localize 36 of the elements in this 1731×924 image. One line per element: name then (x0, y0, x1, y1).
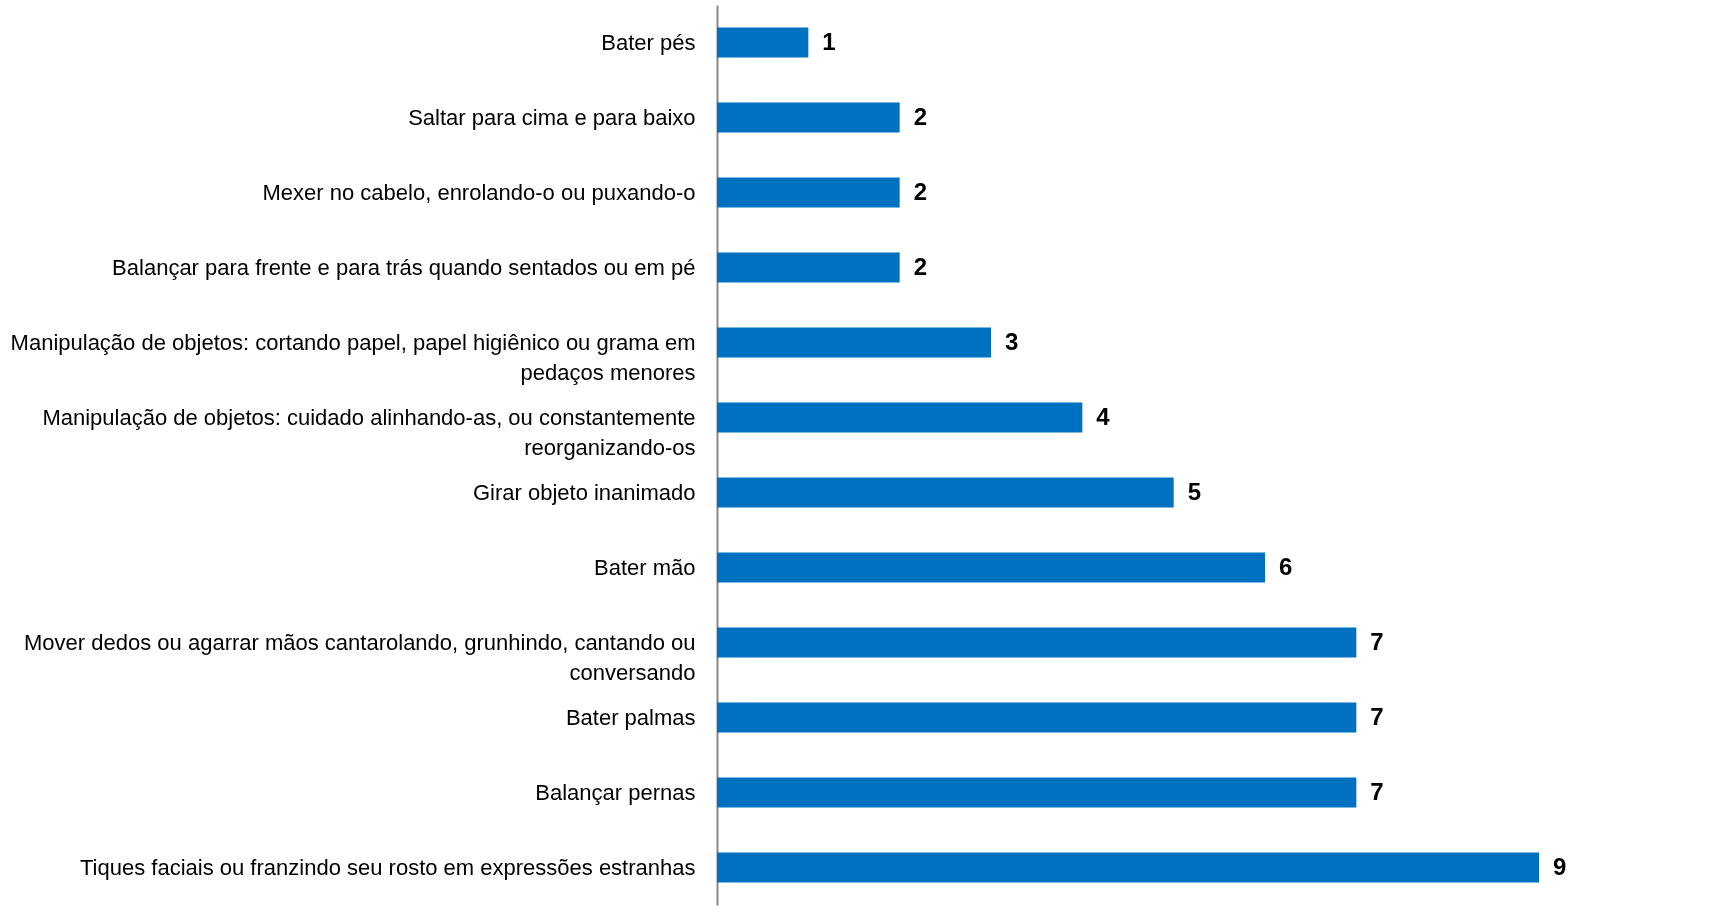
bar (717, 852, 1539, 883)
y-tick-label: Manipulação de objetos: cuidado alinhando-as, ou constantemente reorganizando-os (42, 404, 696, 460)
data-label: 6 (1279, 552, 1293, 580)
bar (717, 102, 900, 133)
y-tick-label: Saltar para cima e para baixo (408, 104, 696, 130)
y-tick-label: Mover dedos ou agarrar mãos cantarolando, grunhindo, cantando ou conversando (24, 629, 696, 685)
bar (717, 777, 1357, 808)
bar (717, 177, 900, 208)
bar (717, 627, 1357, 658)
y-tick-label: Balançar pernas (535, 779, 696, 805)
y-tick-label: Balançar para frente e para trás quando sentados ou em pé (112, 254, 696, 280)
bar (717, 327, 991, 358)
bar (717, 702, 1357, 733)
data-label: 1 (822, 27, 836, 55)
data-label: 3 (1005, 327, 1019, 355)
bar (717, 402, 1083, 433)
data-label: 7 (1370, 627, 1384, 655)
data-label: 2 (913, 252, 928, 280)
y-tick-label: Bater mão (594, 554, 696, 580)
data-label: 4 (1096, 402, 1111, 430)
bar (717, 27, 809, 58)
bar (717, 252, 900, 283)
y-tick-label: Manipulação de objetos: cortando papel, papel higiênico ou grama em pedaços menores (10, 329, 696, 385)
data-label: 9 (1553, 852, 1567, 880)
y-tick-label: Girar objeto inanimado (472, 479, 696, 505)
data-label: 5 (1187, 477, 1202, 505)
data-label: 7 (1370, 777, 1384, 805)
y-tick-label: Tiques faciais ou franzindo seu rosto em expressões estranhas (79, 854, 696, 880)
bar (717, 552, 1265, 583)
data-label: 7 (1370, 702, 1384, 730)
y-tick-label: Bater palmas (565, 704, 696, 730)
y-tick-label: Mexer no cabelo, enrolando-o ou puxando-o (262, 179, 696, 205)
bar (717, 477, 1174, 508)
data-label: 2 (913, 177, 928, 205)
y-tick-label: Bater pés (601, 29, 696, 55)
data-label: 2 (913, 102, 928, 130)
